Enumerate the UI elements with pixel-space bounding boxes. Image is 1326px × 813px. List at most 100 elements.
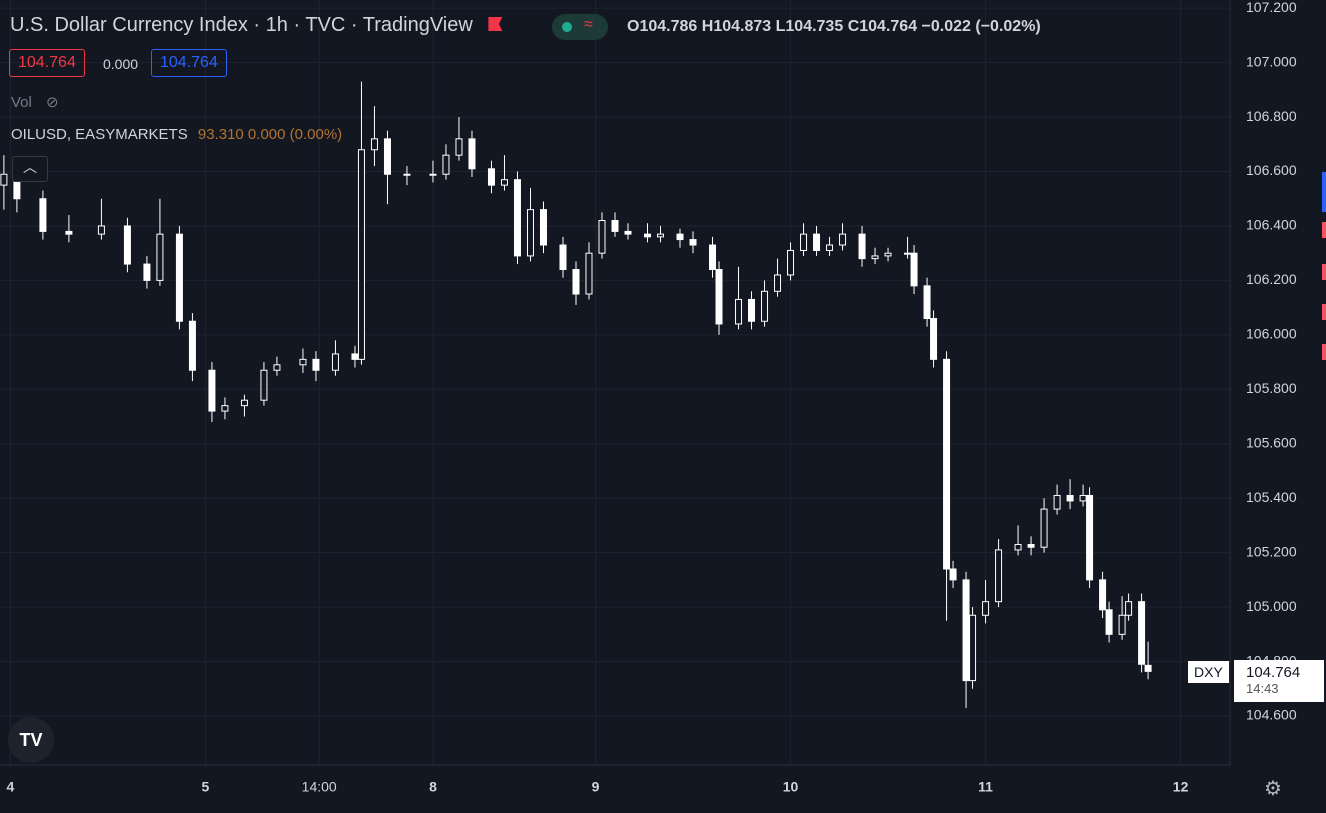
buy-price[interactable]: 104.764 <box>151 49 227 77</box>
x-tick-label: 4 <box>7 779 15 795</box>
header: U.S. Dollar Currency Index · 1h · TVC · … <box>10 14 503 37</box>
x-tick-label: 8 <box>429 779 437 795</box>
ohlc-value: 104.786 <box>639 18 698 35</box>
market-status[interactable]: ≈ <box>552 14 608 40</box>
vol-text: Vol <box>11 94 32 111</box>
candle-body <box>559 244 567 271</box>
y-tick-label: 105.800 <box>1246 380 1297 396</box>
candle-body <box>273 364 281 371</box>
candle-body <box>208 369 216 412</box>
source: TradingView <box>362 14 473 36</box>
candle-body <box>930 318 938 360</box>
candle-body <box>735 298 743 325</box>
candle-body <box>0 173 8 186</box>
candle-body <box>1086 494 1094 581</box>
candle-body <box>904 252 912 255</box>
y-tick-label: 106.800 <box>1246 108 1297 124</box>
ohlc-letter: L <box>775 18 786 35</box>
settings-icon[interactable]: ⚙ <box>1264 778 1282 800</box>
candle-body <box>351 353 359 360</box>
candle-body <box>1027 543 1035 548</box>
spread: 0.000 <box>103 56 139 72</box>
candle-body <box>331 353 339 371</box>
x-tick-label: 14:00 <box>302 779 337 795</box>
ohlc-letter: H <box>701 18 714 35</box>
ohlc-letter: C <box>847 18 860 35</box>
y-tick-label: 107.000 <box>1246 53 1297 69</box>
candle-body <box>123 225 131 265</box>
candle-body <box>221 405 229 412</box>
y-tick-label: 105.400 <box>1246 489 1297 505</box>
candle-body <box>689 239 697 246</box>
x-tick-label: 5 <box>202 779 210 795</box>
candle-body <box>858 233 866 260</box>
overlay-symbol: OILUSD, EASYMARKETS <box>11 126 188 143</box>
edge-marker <box>1322 222 1326 238</box>
edge-marker <box>1322 264 1326 280</box>
y-tick-label: 105.200 <box>1246 543 1297 559</box>
countdown: 14:43 <box>1246 681 1279 696</box>
change: −0.022 (−0.02%) <box>921 18 1041 35</box>
candle-body <box>969 614 977 682</box>
candle-body <box>715 269 723 325</box>
candle-body <box>370 138 378 151</box>
x-tick-label: 12 <box>1173 779 1189 795</box>
candle-body <box>826 244 834 251</box>
candle-body <box>468 138 476 170</box>
x-tick-label: 9 <box>592 779 600 795</box>
candle-body <box>982 601 990 616</box>
exchange: TVC <box>305 14 346 36</box>
collapse-button[interactable]: ︿ <box>12 156 48 182</box>
candle-body <box>403 173 411 176</box>
logo[interactable]: TV <box>8 717 54 763</box>
candle-body <box>787 249 795 276</box>
symbol-label: DXY <box>1188 661 1229 683</box>
ohlc-legend: O104.786 H104.873 L104.735 C104.764 −0.0… <box>627 18 1041 36</box>
y-tick-label: 106.400 <box>1246 217 1297 233</box>
y-tick-label: 105.600 <box>1246 434 1297 450</box>
candle-body <box>748 298 756 322</box>
candle-body <box>539 209 547 246</box>
candle-body <box>611 220 619 232</box>
ohlc-letter: O <box>627 18 640 35</box>
ohlc-value: 104.873 <box>713 18 772 35</box>
candle-body <box>871 255 879 260</box>
y-tick-label: 106.600 <box>1246 162 1297 178</box>
candle-body <box>1040 508 1048 548</box>
candle-body <box>143 263 151 281</box>
candle-body <box>1066 494 1074 502</box>
candle-body <box>1099 579 1107 611</box>
candle-body <box>709 244 717 271</box>
y-tick-label: 107.200 <box>1246 0 1297 15</box>
candle-body <box>923 285 931 320</box>
candle-body <box>1079 494 1087 502</box>
candle-body <box>39 198 47 232</box>
candle-body <box>1144 664 1152 672</box>
edge-marker <box>1322 172 1326 212</box>
candle-body <box>65 230 73 235</box>
interval[interactable]: 1h <box>265 14 288 36</box>
y-tick-label: 104.600 <box>1246 707 1297 723</box>
candle-body <box>500 179 508 186</box>
candle-body <box>455 138 463 156</box>
x-tick-label: 11 <box>978 779 993 795</box>
candle-body <box>676 233 684 241</box>
candle-body <box>383 138 391 175</box>
candle-body <box>1118 614 1126 635</box>
candle-body <box>995 549 1003 603</box>
volume-label: Vol ⊘ <box>11 94 59 111</box>
candle-body <box>526 209 534 257</box>
candle-body <box>884 252 892 257</box>
sell-price[interactable]: 104.764 <box>9 49 85 77</box>
candle-body <box>910 252 918 287</box>
candle-body <box>156 233 164 281</box>
flag-icon[interactable] <box>488 17 503 31</box>
last-price: 104.764 <box>1246 664 1301 681</box>
overlay-values: 93.310 0.000 (0.00%) <box>197 126 343 143</box>
candle-body <box>1014 543 1022 551</box>
x-tick-label: 10 <box>783 779 799 795</box>
candle-body <box>260 369 268 401</box>
ohlc-value: 104.735 <box>785 18 844 35</box>
candle-body <box>513 179 521 257</box>
